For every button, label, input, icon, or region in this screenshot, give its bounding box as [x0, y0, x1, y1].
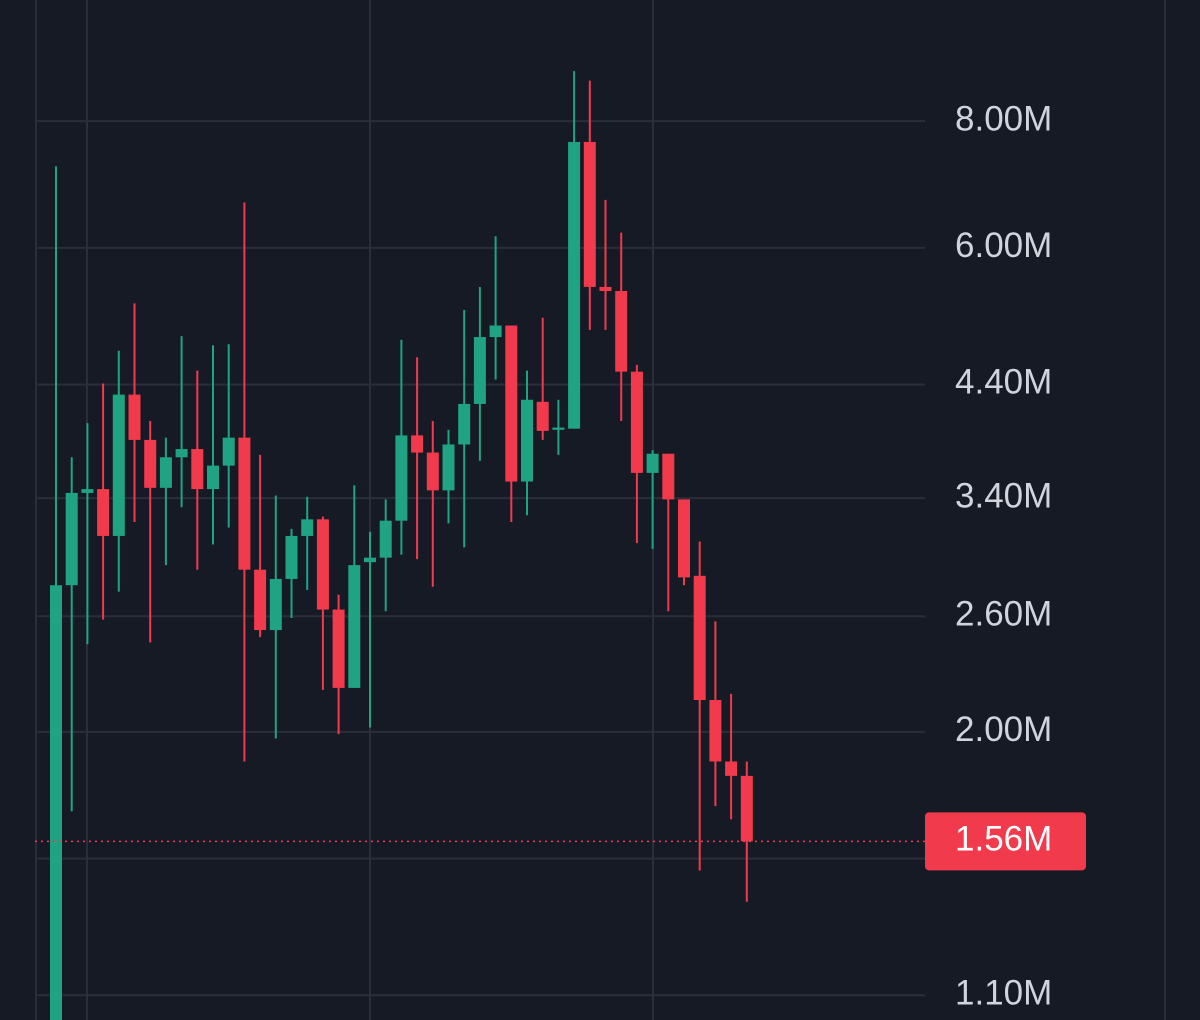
candle-body [348, 565, 361, 688]
y-tick-label: 4.40M [955, 363, 1052, 402]
candle-body [442, 444, 455, 491]
candle-body [65, 492, 78, 586]
candle-body [159, 457, 172, 488]
candle-body [740, 775, 753, 842]
candle-body [489, 325, 502, 338]
candle-body [395, 435, 408, 521]
y-tick-label: 3.40M [955, 476, 1052, 515]
candle-body [411, 435, 424, 453]
candle-body [458, 403, 471, 445]
y-tick-label: 8.00M [955, 99, 1052, 138]
candle-body [552, 427, 565, 430]
y-tick-label: 1.10M [955, 974, 1052, 1013]
candle-body [301, 519, 314, 536]
candle-body [285, 535, 298, 579]
candles [35, 71, 925, 1020]
candle-body [50, 585, 62, 1020]
candle-body [316, 519, 329, 610]
candle-body [536, 401, 549, 431]
candle-body [521, 399, 533, 482]
candle-body [473, 337, 486, 404]
candle-body [646, 453, 659, 473]
candle-body [238, 437, 251, 570]
candle-body [678, 499, 690, 578]
candle-body [630, 371, 643, 473]
candle-body [128, 394, 141, 440]
candle-body [175, 449, 188, 458]
candle-body [269, 578, 282, 631]
candle-body [426, 452, 439, 491]
candle-body [97, 489, 110, 536]
candle-body [364, 557, 376, 563]
candle-body [207, 465, 219, 490]
candle-body [709, 700, 722, 762]
candle-body [693, 575, 706, 701]
last-price-label: 1.56M [955, 820, 1052, 859]
candle-body [615, 290, 628, 372]
candle-body [222, 437, 235, 466]
candle-body [332, 609, 345, 688]
candle-body [379, 520, 392, 558]
candle-body [662, 453, 675, 500]
candle-body [144, 439, 157, 488]
candle-body [81, 489, 94, 493]
candle-body [568, 141, 581, 429]
price-grid [35, 120, 925, 997]
candle-body [191, 449, 204, 490]
candle-body [725, 761, 738, 776]
candle-body [505, 325, 518, 482]
y-tick-label: 2.60M [955, 595, 1052, 634]
candle-body [583, 141, 596, 287]
candle-body [112, 394, 125, 536]
y-tick-label: 2.00M [955, 710, 1052, 749]
price-axis: 8.00M6.00M4.40M3.40M2.60M2.00M1.50M1.10M… [925, 99, 1086, 1013]
last-price-badge [925, 812, 1086, 871]
y-tick-label: 6.00M [955, 226, 1052, 265]
candle-body [254, 569, 267, 631]
candle-body [599, 286, 612, 291]
